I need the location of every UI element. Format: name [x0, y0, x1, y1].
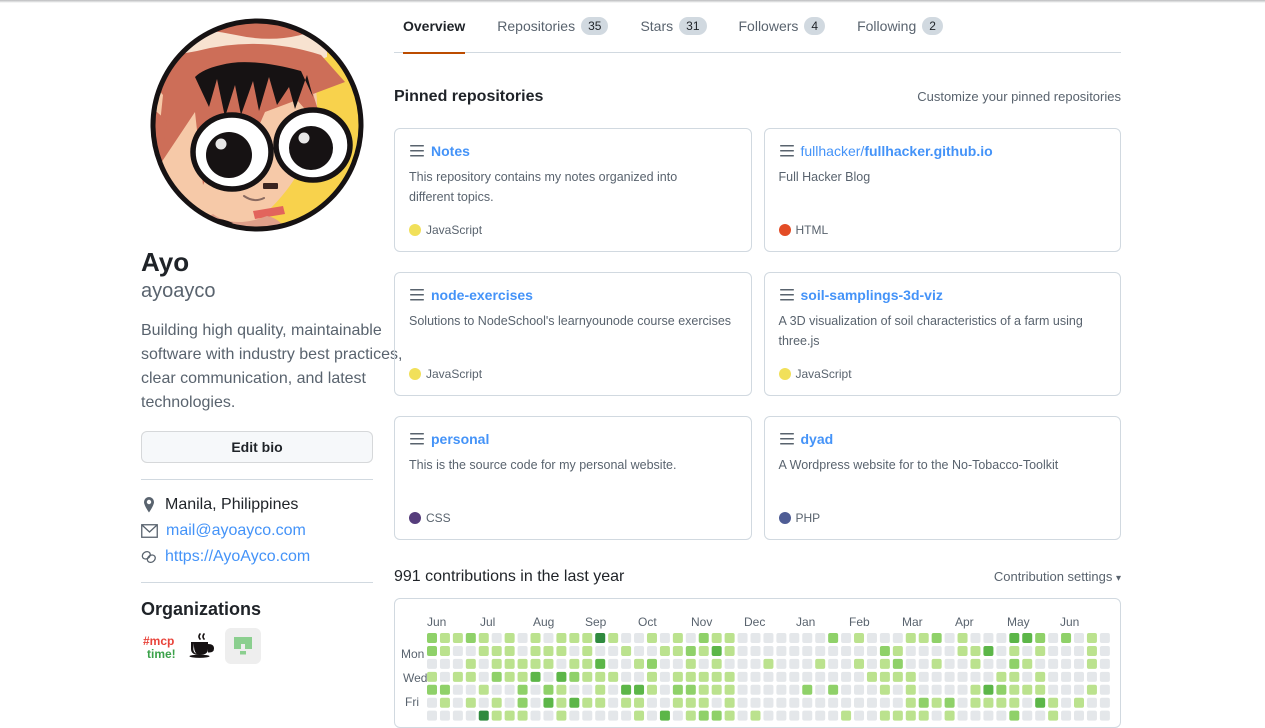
svg-text:time!: time!: [147, 647, 176, 661]
svg-text:#mcp: #mcp: [143, 634, 174, 648]
